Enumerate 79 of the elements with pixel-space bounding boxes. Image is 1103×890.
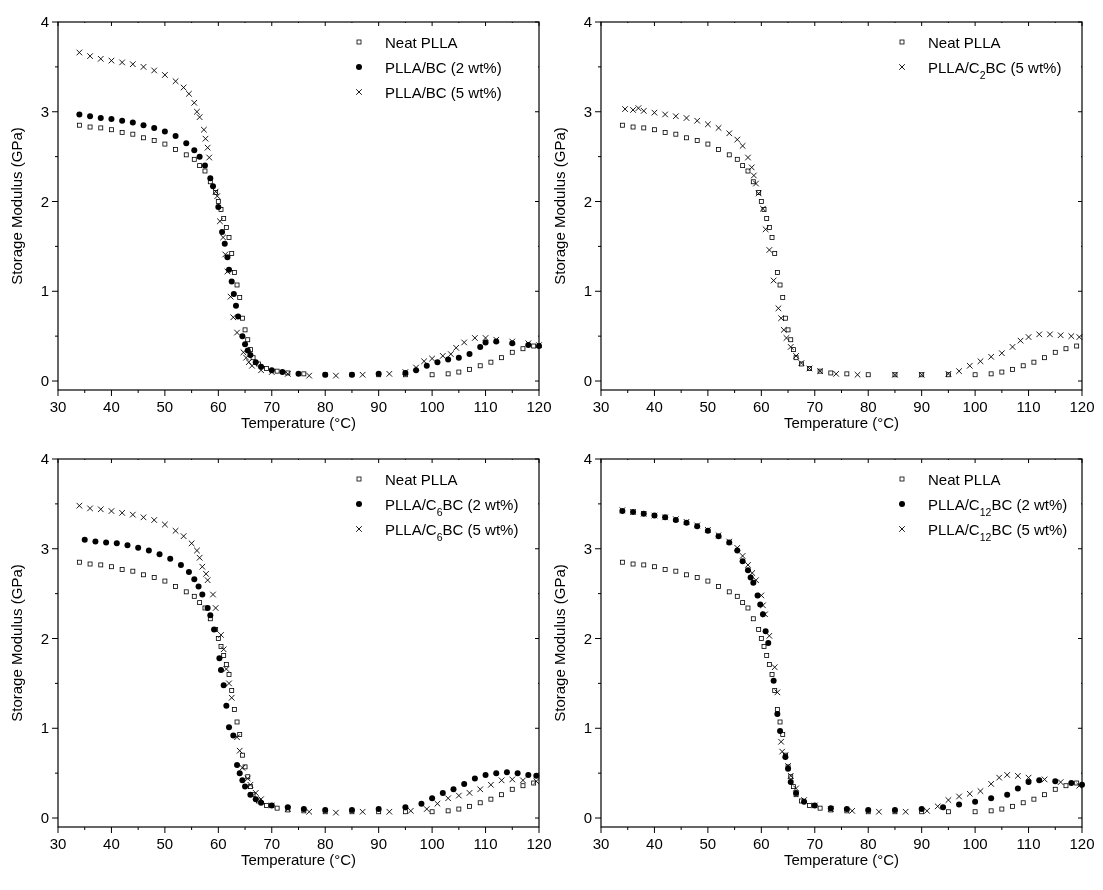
x-tick-label: 90 — [370, 835, 388, 852]
y-tick-label: 2 — [583, 629, 592, 647]
y-tick-label: 3 — [40, 539, 49, 557]
y-tick-label: 3 — [40, 102, 49, 120]
y-axis-title: Storage Modulus (GPa) — [8, 564, 25, 722]
x-tick-label: 110 — [1016, 398, 1041, 415]
y-tick-label: 0 — [40, 372, 49, 390]
x-axis-title: Temperature (°C) — [783, 851, 900, 868]
y-tick-label: 1 — [583, 719, 592, 737]
x-tick-label: 70 — [263, 835, 281, 852]
x-tick-label: 120 — [526, 398, 552, 415]
x-tick-label: 30 — [49, 398, 67, 415]
x-tick-label: 80 — [316, 835, 334, 852]
x-tick-label: 50 — [699, 835, 717, 852]
x-tick-label: 60 — [752, 835, 770, 852]
x-tick-label: 60 — [209, 398, 227, 415]
x-tick-label: 30 — [49, 835, 67, 852]
y-tick-label: 0 — [583, 809, 592, 827]
x-tick-label: 110 — [1016, 835, 1041, 852]
legend-label: PLLA/C$_{12}$BC (5 wt%) — [928, 521, 1068, 543]
x-tick-label: 70 — [263, 398, 281, 415]
x-tick-label: 70 — [806, 398, 824, 415]
x-tick-label: 40 — [103, 835, 120, 852]
x-tick-label: 80 — [859, 398, 877, 415]
x-tick-label: 100 — [419, 835, 445, 852]
x-tick-label: 100 — [962, 835, 988, 852]
y-axis-title: Storage Modulus (GPa) — [551, 127, 568, 285]
y-tick-label: 4 — [40, 13, 49, 30]
y-tick-label: 1 — [40, 719, 49, 737]
y-axis-title: Storage Modulus (GPa) — [551, 564, 568, 722]
x-tick-label: 30 — [592, 835, 610, 852]
x-tick-label: 90 — [913, 398, 931, 415]
x-axis-title: Temperature (°C) — [783, 414, 900, 431]
legend-label: Neat PLLA — [385, 34, 458, 51]
y-tick-label: 4 — [583, 13, 592, 30]
x-tick-label: 40 — [646, 398, 663, 415]
x-tick-label: 100 — [962, 398, 988, 415]
x-tick-label: 50 — [156, 398, 174, 415]
x-tick-label: 30 — [592, 398, 610, 415]
y-tick-label: 3 — [583, 539, 592, 557]
x-axis-title: Temperature (°C) — [240, 851, 357, 868]
y-tick-label: 4 — [40, 450, 49, 467]
x-tick-label: 50 — [699, 398, 717, 415]
x-tick-label: 90 — [913, 835, 931, 852]
y-tick-label: 0 — [40, 809, 49, 827]
x-tick-label: 70 — [806, 835, 824, 852]
x-tick-label: 120 — [1069, 398, 1095, 415]
x-tick-label: 40 — [103, 398, 120, 415]
y-axis-title: Storage Modulus (GPa) — [8, 127, 25, 285]
x-tick-label: 120 — [526, 835, 552, 852]
legend-label: Neat PLLA — [928, 471, 1001, 488]
y-tick-label: 2 — [40, 192, 49, 210]
y-tick-label: 2 — [40, 629, 49, 647]
x-axis-title: Temperature (°C) — [240, 414, 357, 431]
x-tick-label: 80 — [859, 835, 877, 852]
legend-label: Neat PLLA — [928, 34, 1001, 51]
legend-label: PLLA/C$_{6}$BC (2 wt%) — [385, 496, 519, 518]
x-tick-label: 90 — [370, 398, 388, 415]
y-tick-label: 0 — [583, 372, 592, 390]
x-tick-label: 120 — [1069, 835, 1095, 852]
legend-label: PLLA/C$_{12}$BC (2 wt%) — [928, 496, 1068, 518]
x-tick-label: 60 — [752, 398, 770, 415]
legend-label: PLLA/C$_{2}$BC (5 wt%) — [928, 59, 1062, 81]
x-tick-label: 110 — [473, 835, 498, 852]
legend-label: PLLA/BC (2 wt%) — [385, 59, 502, 76]
x-tick-label: 40 — [646, 835, 663, 852]
y-tick-label: 3 — [583, 102, 592, 120]
x-tick-label: 100 — [419, 398, 445, 415]
x-tick-label: 80 — [316, 398, 334, 415]
x-tick-label: 110 — [473, 398, 498, 415]
y-tick-label: 1 — [583, 282, 592, 300]
y-tick-label: 2 — [583, 192, 592, 210]
x-tick-label: 50 — [156, 835, 174, 852]
legend-label: PLLA/BC (5 wt%) — [385, 84, 502, 101]
y-tick-label: 4 — [583, 450, 592, 467]
legend-label: Neat PLLA — [385, 471, 458, 488]
legend-label: PLLA/C$_{6}$BC (5 wt%) — [385, 521, 519, 543]
x-tick-label: 60 — [209, 835, 227, 852]
y-tick-label: 1 — [40, 282, 49, 300]
